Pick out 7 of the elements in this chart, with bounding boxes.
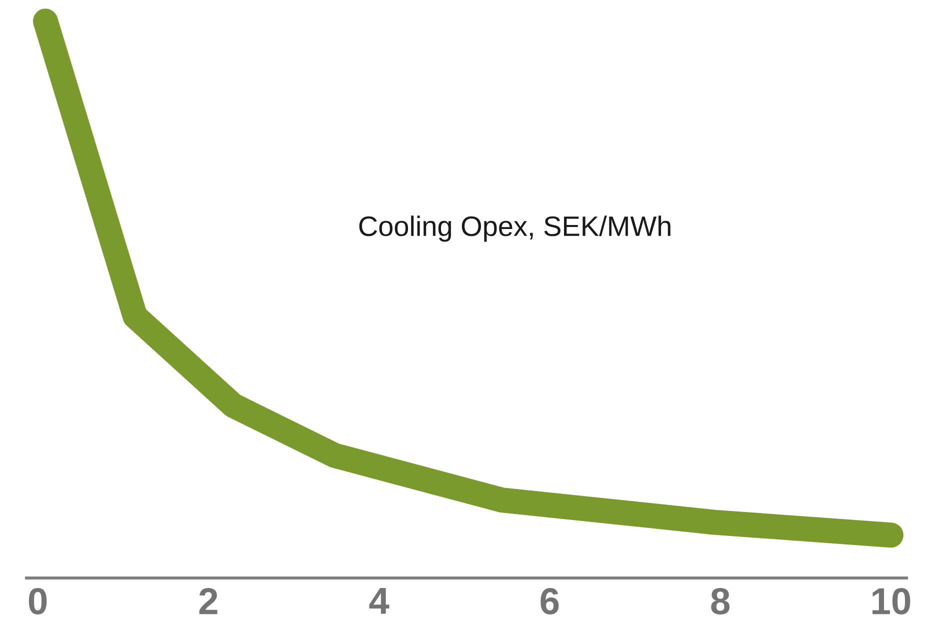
x-tick-label: 10: [872, 588, 910, 614]
x-tick-label: 6: [540, 588, 559, 614]
x-tick-label: 2: [199, 588, 218, 614]
x-tick-label: 0: [28, 588, 47, 614]
x-tick-label: 4: [369, 588, 390, 614]
text: Cooling Opex, SEK/MWh: [359, 216, 670, 242]
x-tick-label: 8: [711, 588, 730, 614]
